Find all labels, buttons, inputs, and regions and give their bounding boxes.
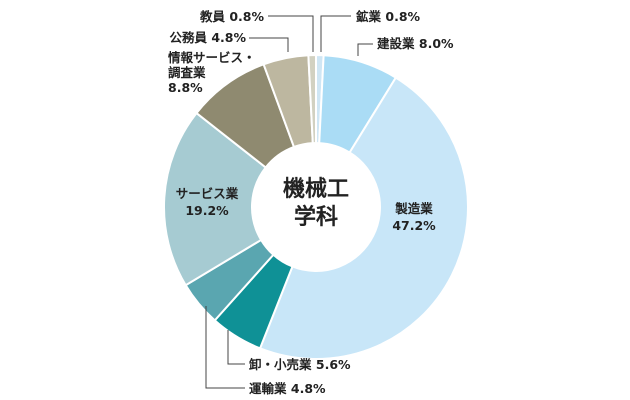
label-manufacturing: 製造業 — [394, 201, 433, 216]
label-info-services-value: 8.8% — [168, 80, 203, 95]
center-label-line-1: 機械工 — [283, 177, 349, 202]
slices-group — [163, 53, 469, 360]
leader-line-mining — [320, 15, 351, 52]
leader-line-wholesale — [227, 330, 245, 365]
label-teacher: 教員 0.8% — [199, 9, 265, 24]
slice-5 — [163, 111, 268, 287]
label-manufacturing-value: 47.2% — [392, 218, 436, 233]
center-label-line-2: 学科 — [294, 204, 338, 230]
slice-2 — [258, 76, 469, 360]
leader-line-construction — [357, 43, 373, 56]
label-transport: 運輸業 4.8% — [249, 381, 326, 396]
label-info-services-line-2: 調査業 — [168, 65, 206, 80]
label-info-services-line-1: 情報サービス・ — [168, 50, 256, 65]
label-mining: 鉱業 0.8% — [356, 9, 421, 24]
label-civil-servant: 公務員 4.8% — [169, 30, 246, 45]
leader-line-teacher — [268, 15, 314, 52]
label-services: サービス業 — [176, 186, 239, 201]
leader-line-transport — [205, 306, 245, 389]
slice-8 — [307, 53, 317, 145]
label-services-value: 19.2% — [185, 203, 229, 218]
label-wholesale: 卸・小売業 5.6% — [249, 357, 351, 372]
label-construction: 建設業 8.0% — [377, 36, 454, 51]
leader-line-civil-servant — [249, 37, 289, 52]
